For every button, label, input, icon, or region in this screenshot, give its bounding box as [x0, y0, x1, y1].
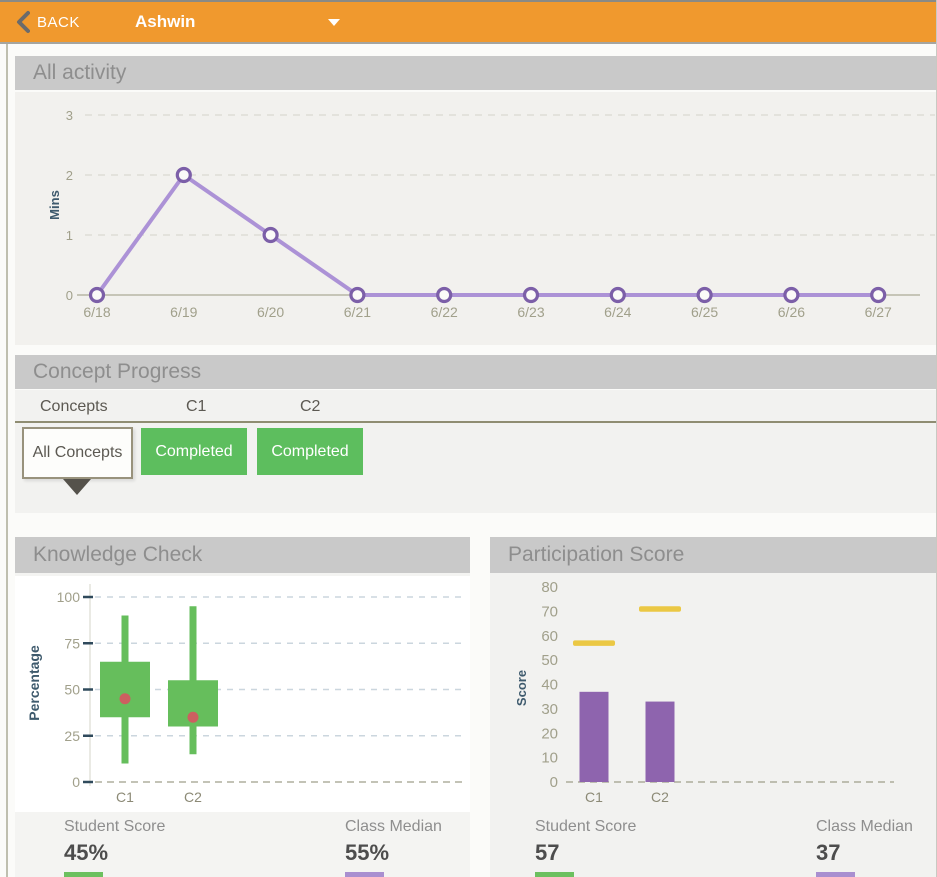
svg-text:75: 75 [64, 635, 80, 651]
stat-label: Class Median [816, 818, 913, 835]
svg-text:100: 100 [57, 589, 81, 605]
svg-text:50: 50 [541, 652, 558, 669]
svg-text:10: 10 [541, 750, 558, 767]
column-header-c1: C1 [186, 398, 207, 415]
svg-text:6/23: 6/23 [517, 304, 544, 320]
svg-text:C1: C1 [116, 789, 134, 805]
svg-text:6/26: 6/26 [778, 304, 805, 320]
svg-text:C2: C2 [184, 789, 202, 805]
svg-text:40: 40 [541, 677, 558, 694]
svg-text:6/19: 6/19 [170, 304, 197, 320]
svg-text:6/22: 6/22 [431, 304, 458, 320]
chevron-left-icon [17, 11, 30, 33]
back-button[interactable]: BACK [10, 2, 86, 42]
column-header-concepts: Concepts [40, 398, 108, 415]
svg-text:70: 70 [541, 603, 558, 620]
student-selector[interactable]: Ashwin [135, 2, 340, 42]
svg-text:1: 1 [66, 228, 73, 243]
all-activity-chart: 0 1 2 3 Mins 6/18 6/19 6/20 6/21 6/22 6/23 6/24 6/25… [15, 92, 936, 345]
svg-text:60: 60 [541, 628, 558, 645]
svg-text:30: 30 [541, 701, 558, 718]
chevron-down-icon [328, 18, 340, 26]
all-activity-header: All activity [15, 56, 936, 90]
svg-text:6/20: 6/20 [257, 304, 284, 320]
student-name: Ashwin [135, 12, 196, 31]
stat-color-bar [64, 872, 103, 877]
stat-label: Student Score [64, 818, 166, 835]
svg-text:0: 0 [66, 288, 73, 303]
stat-value: 57 [535, 840, 560, 865]
svg-text:80: 80 [541, 579, 558, 596]
svg-text:2: 2 [66, 168, 73, 183]
participation-score-chart: 0 10 20 30 40 50 60 70 80 Score C1 C2 [490, 576, 936, 810]
svg-text:6/27: 6/27 [865, 304, 892, 320]
ps-class-median-stat: Class Median 37 [816, 818, 913, 877]
knowledge-check-header: Knowledge Check [15, 537, 470, 573]
svg-text:0: 0 [550, 774, 558, 791]
svg-text:20: 20 [541, 725, 558, 742]
svg-text:0: 0 [72, 774, 80, 790]
svg-text:25: 25 [64, 728, 80, 744]
svg-text:Score: Score [514, 670, 529, 706]
table-header-rule [15, 421, 936, 423]
stat-value: 55% [345, 840, 390, 865]
svg-text:6/24: 6/24 [604, 304, 631, 320]
kc-student-score-stat: Student Score 45% [64, 818, 165, 877]
stat-value: 37 [816, 840, 841, 865]
stat-color-bar [816, 872, 855, 877]
svg-text:6/18: 6/18 [83, 304, 110, 320]
svg-text:C2: C2 [651, 789, 669, 805]
stat-label: Student Score [535, 818, 637, 835]
page-left-rule [6, 44, 8, 877]
concept-status-badge-c1[interactable]: Completed [141, 428, 247, 475]
concept-status-badge-c2[interactable]: Completed [257, 428, 363, 475]
svg-text:Mins: Mins [47, 190, 62, 220]
all-activity-title: All activity [33, 61, 127, 84]
svg-text:6/25: 6/25 [691, 304, 718, 320]
svg-text:3: 3 [66, 108, 73, 123]
knowledge-check-chart: 0 25 50 75 100 Percentage C1 C2 [15, 576, 470, 812]
knowledge-check-panel: Knowledge Check 0 25 50 75 100 Percentage C1 C2… [15, 537, 470, 877]
participation-score-panel: Participation Score 0 10 20 30 40 50 60 70 80 Sco… [490, 537, 936, 877]
participation-score-header: Participation Score [490, 537, 936, 573]
participation-score-title: Participation Score [508, 543, 685, 566]
svg-text:6/21: 6/21 [344, 304, 371, 320]
concept-progress-header: Concept Progress [15, 355, 936, 389]
filter-pointer-icon [63, 479, 91, 495]
stat-label: Class Median [345, 818, 442, 835]
kc-class-median-stat: Class Median 55% [345, 818, 442, 877]
svg-text:Percentage: Percentage [26, 645, 42, 721]
ps-student-score-stat: Student Score 57 [535, 818, 636, 877]
svg-text:50: 50 [64, 682, 80, 698]
stat-color-bar [535, 872, 574, 877]
all-concepts-filter-button[interactable]: All Concepts [22, 427, 133, 479]
column-header-c2: C2 [300, 398, 321, 415]
knowledge-check-title: Knowledge Check [33, 543, 203, 566]
svg-text:C1: C1 [585, 789, 603, 805]
stat-value: 45% [64, 840, 109, 865]
stat-color-bar [345, 872, 384, 877]
concept-progress-title: Concept Progress [33, 360, 202, 383]
app-header: BACK Ashwin [0, 0, 936, 44]
back-label: BACK [37, 13, 80, 31]
concept-progress-table: Concepts C1 C2 All Concepts Completed Co… [15, 390, 936, 513]
